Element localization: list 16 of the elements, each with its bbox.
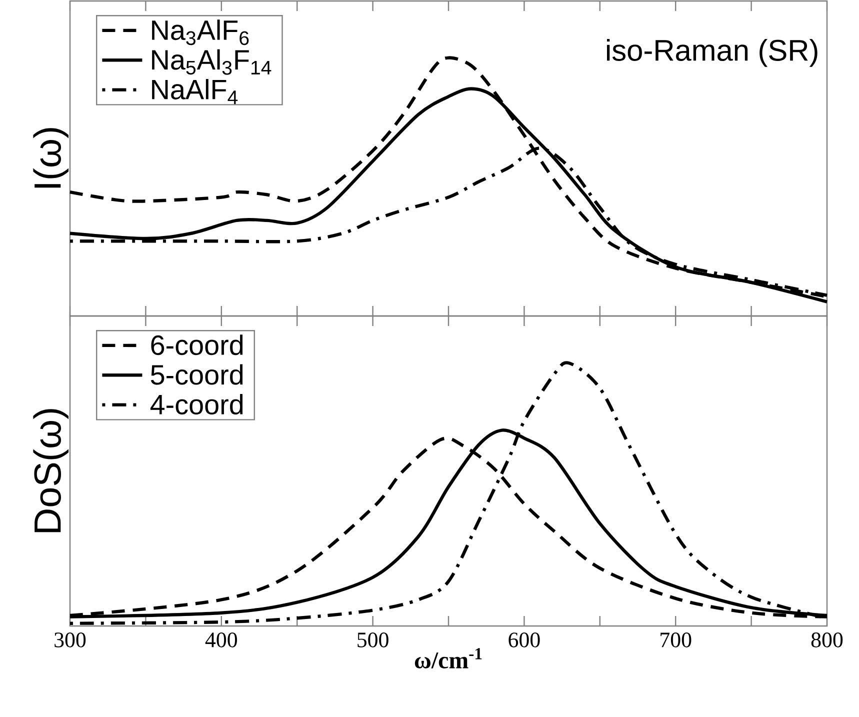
x-tick-label: 300 [54, 632, 86, 648]
y-axis-title: I(ω) [33, 128, 68, 188]
legend-label: 6-coord [151, 334, 243, 356]
annotation: iso-Raman (SR) [607, 38, 818, 67]
legend-label: 5-coord [150, 364, 243, 385]
x-tick-label: 700 [660, 632, 692, 648]
x-tick-label: 500 [358, 632, 388, 648]
x-tick-label: 400 [205, 632, 238, 648]
legend-label: NaAlF$_{4}$ [152, 78, 238, 104]
legend-label: Na$_{5}$Al$_{3}$F$_{14}$ [152, 49, 272, 75]
x-tick-label: 800 [811, 632, 843, 648]
x-tick-label: 600 [508, 632, 540, 648]
legend-label: Na$_{3}$AlF$_{6}$ [152, 20, 249, 46]
legend-label: 4-coord [150, 394, 243, 414]
y-axis-title: DoS(ω) [33, 409, 68, 532]
x-axis-title: ω/cm$^{-1}$ [414, 648, 482, 668]
